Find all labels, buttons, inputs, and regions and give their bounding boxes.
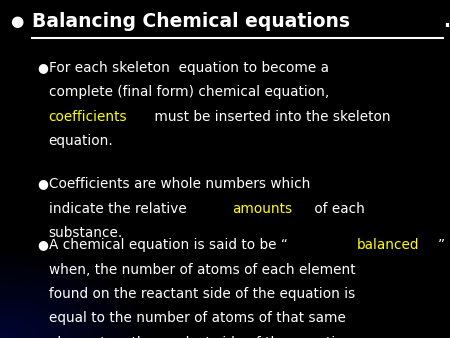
Text: of each: of each [310, 202, 364, 216]
Text: Coefficients are whole numbers which: Coefficients are whole numbers which [49, 177, 310, 191]
Text: ●: ● [37, 238, 48, 251]
Text: ”: ” [437, 238, 445, 252]
Text: .: . [443, 12, 450, 31]
Text: element on the product side of the equation.: element on the product side of the equat… [49, 336, 356, 338]
Text: A chemical equation is said to be “: A chemical equation is said to be “ [49, 238, 288, 252]
Text: found on the reactant side of the equation is: found on the reactant side of the equati… [49, 287, 355, 301]
Text: ●: ● [37, 177, 48, 190]
Text: complete (final form) chemical equation,: complete (final form) chemical equation, [49, 85, 329, 99]
Text: ●: ● [10, 14, 23, 29]
Text: ●: ● [37, 61, 48, 74]
Text: amounts: amounts [232, 202, 292, 216]
Text: For each skeleton  equation to become a: For each skeleton equation to become a [49, 61, 328, 75]
Text: balanced: balanced [357, 238, 419, 252]
Text: substance.: substance. [49, 226, 123, 240]
Text: when, the number of atoms of each element: when, the number of atoms of each elemen… [49, 263, 355, 276]
Text: coefficients: coefficients [49, 110, 127, 123]
Text: indicate the relative: indicate the relative [49, 202, 191, 216]
Text: must be inserted into the skeleton: must be inserted into the skeleton [150, 110, 391, 123]
Text: Balancing Chemical equations: Balancing Chemical equations [32, 12, 351, 31]
Text: equal to the number of atoms of that same: equal to the number of atoms of that sam… [49, 311, 346, 325]
Text: equation.: equation. [49, 134, 113, 148]
